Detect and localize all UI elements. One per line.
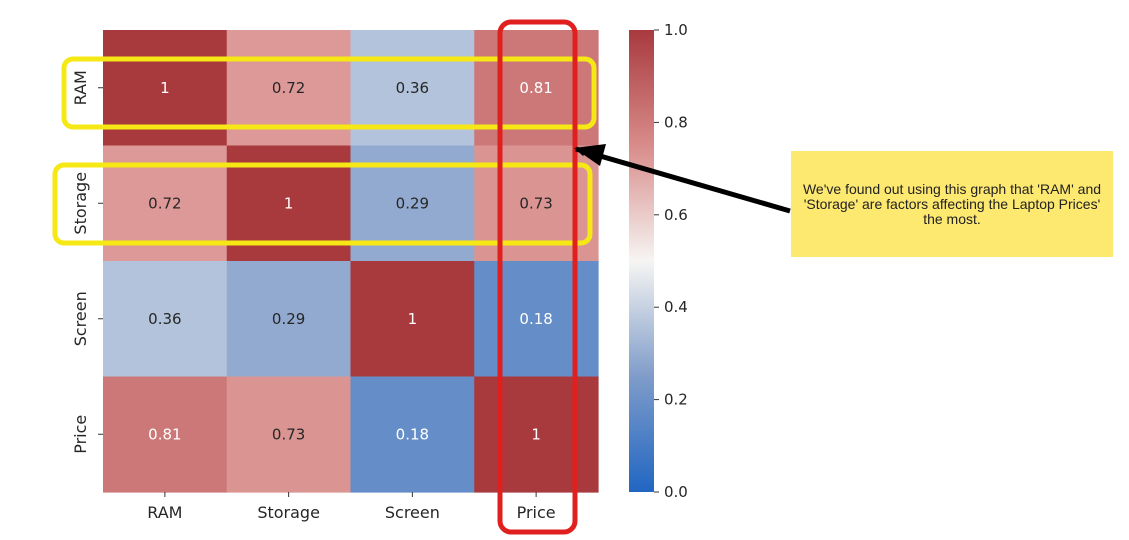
heatmap-cell-price-screen [350, 376, 475, 493]
annotation-arrowhead [574, 144, 606, 166]
colorbar-gradient [629, 30, 654, 492]
x-tick-label: Storage [257, 503, 320, 522]
colorbar-tick-label: 1.0 [664, 21, 688, 39]
heatmap-cell-screen-storage [226, 261, 352, 378]
y-tick-label: Price [71, 415, 90, 454]
colorbar: 0.0 0.2 0.4 0.6 0.8 1.0 [629, 21, 688, 501]
annotation-note-text: We've found out using this graph that 'R… [802, 180, 1102, 227]
annotation-arrow [575, 146, 791, 214]
y-tick-label: Screen [71, 291, 90, 346]
cell-value-label: 0.73 [272, 425, 305, 443]
heatmap-cell-price-price [474, 376, 599, 493]
cell-value-label: 0.18 [396, 425, 429, 443]
cell-value-label: 0.81 [148, 425, 181, 443]
highlight-column-price [497, 19, 578, 535]
cell-value-label: 0.18 [519, 310, 552, 328]
cell-value-label: 0.36 [396, 79, 429, 97]
colorbar-tick-label: 0.6 [664, 206, 688, 224]
heatmap-cell-screen-price [474, 261, 599, 378]
x-tick-label: Price [517, 503, 556, 522]
cell-value-label: 1 [531, 425, 541, 443]
heatmap-cell-labels: 1 0.72 0.36 0.81 0.72 1 0.29 0.73 0.36 0.29 1 0.18 0… [148, 79, 553, 444]
x-tick-label: Screen [385, 503, 440, 522]
cell-value-label: 0.72 [148, 194, 181, 212]
cell-value-label: 0.72 [272, 79, 305, 97]
x-tick-label: RAM [147, 503, 182, 522]
heatmap-cell-screen-ram [103, 261, 228, 378]
cell-value-label: 0.29 [272, 310, 305, 328]
heatmap-axes: RAM Storage Screen Price RAM Storage Screen Pri… [71, 70, 556, 522]
colorbar-tick-label: 0.2 [664, 391, 688, 409]
highlight-row-storage [52, 162, 593, 246]
colorbar-tick-label: 0.8 [664, 113, 688, 131]
annotation-note: We've found out using this graph that 'R… [791, 151, 1113, 257]
cell-value-label: 1 [408, 310, 418, 328]
cell-value-label: 1 [284, 194, 294, 212]
heatmap-cell-screen-screen [350, 261, 475, 378]
heatmap-cell-price-ram [103, 376, 228, 493]
highlight-row-ram [61, 56, 597, 130]
cell-value-label: 0.36 [148, 310, 181, 328]
colorbar-tick-label: 0.4 [664, 298, 688, 316]
heatmap-cells [103, 30, 599, 493]
highlight-overlays [52, 19, 791, 535]
heatmap-cell-price-storage [226, 376, 352, 493]
cell-value-label: 0.81 [519, 79, 552, 97]
cell-value-label: 0.29 [396, 194, 429, 212]
y-tick-label: Storage [71, 172, 90, 235]
cell-value-label: 1 [160, 79, 170, 97]
y-tick-label: RAM [71, 70, 90, 105]
colorbar-tick-label: 0.0 [664, 483, 688, 501]
cell-value-label: 0.73 [519, 194, 552, 212]
